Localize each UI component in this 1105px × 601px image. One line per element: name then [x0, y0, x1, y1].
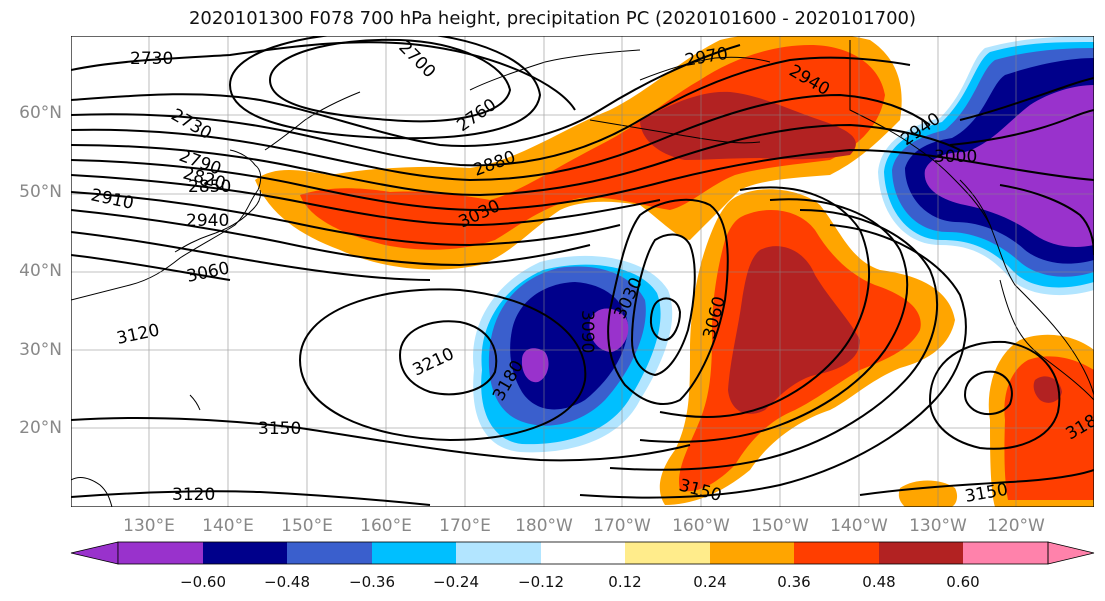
contour-label: 3000: [934, 147, 977, 167]
contour-label: 3150: [258, 419, 301, 439]
colorbar-tick: 0.36: [777, 573, 811, 591]
lon-label-120w: 120°W: [987, 516, 1045, 536]
lon-label-170w: 170°W: [593, 516, 651, 536]
map-title: 2020101300 F078 700 hPa height, precipit…: [188, 8, 917, 29]
colorbar-bin: [710, 542, 794, 564]
colorbar-tick: 0.48: [862, 573, 896, 591]
colorbar-tick: −0.24: [433, 573, 479, 591]
colorbar-tick: −0.60: [180, 573, 226, 591]
graticule: [71, 36, 1094, 507]
lat-label-50n: 50°N: [19, 182, 62, 202]
colorbar-bin: [879, 542, 963, 564]
colorbar-tick: 0.12: [608, 573, 642, 591]
colorbar-bin: [118, 542, 203, 564]
colorbar-tick: −0.36: [349, 573, 395, 591]
positive-anomaly-southeast: [898, 334, 1094, 507]
colorbar-tick: 0.24: [693, 573, 727, 591]
contour-label: 2850: [188, 177, 231, 197]
lat-label-60n: 60°N: [19, 103, 62, 123]
contour-label: 2730: [130, 49, 173, 69]
contour-label: 3090: [577, 310, 597, 353]
lat-label-30n: 30°N: [19, 340, 62, 360]
lon-label-130e: 130°E: [123, 516, 175, 536]
colorbar-tick: −0.48: [264, 573, 310, 591]
colorbar-tick: 0.60: [946, 573, 980, 591]
lat-label-20n: 20°N: [19, 418, 62, 438]
colorbar-bin: [456, 542, 541, 564]
contour-label: 2940: [186, 211, 229, 231]
colorbar-bin: [625, 542, 710, 564]
colorbar-bin: [203, 542, 287, 564]
lon-label-160w: 160°W: [672, 516, 730, 536]
positive-anomaly-east: [659, 189, 955, 505]
negative-anomaly-northeast: [878, 36, 1094, 296]
lat-label-40n: 40°N: [19, 261, 62, 281]
lon-label-140w: 140°W: [830, 516, 888, 536]
colorbar-bin: [287, 542, 372, 564]
colorbar-bin: [794, 542, 879, 564]
lon-label-140e: 140°E: [202, 516, 254, 536]
lon-label-160e: 160°E: [360, 516, 412, 536]
colorbar-bin: [963, 542, 1048, 564]
map-plot: 2730 2700 2760 2970 2940 2730 2790 2820 …: [71, 36, 1094, 507]
lon-label-180w: 180°W: [515, 516, 573, 536]
lon-label-150w: 150°W: [751, 516, 809, 536]
positive-anomaly-band: [255, 36, 902, 270]
lon-label-150e: 150°E: [281, 516, 333, 536]
negative-anomaly-central: [473, 255, 673, 453]
colorbar: [70, 541, 1095, 565]
colorbar-tick: −0.12: [518, 573, 564, 591]
colorbar-extend-high: [1047, 541, 1095, 565]
colorbar-bin: [541, 542, 625, 564]
colorbar-bin: [372, 542, 456, 564]
coastlines: [71, 40, 1094, 507]
lon-label-130w: 130°W: [909, 516, 967, 536]
lon-label-170e: 170°E: [439, 516, 491, 536]
contour-label: 3120: [172, 485, 215, 505]
height-contours: [71, 36, 1094, 506]
colorbar-extend-low: [70, 541, 119, 565]
